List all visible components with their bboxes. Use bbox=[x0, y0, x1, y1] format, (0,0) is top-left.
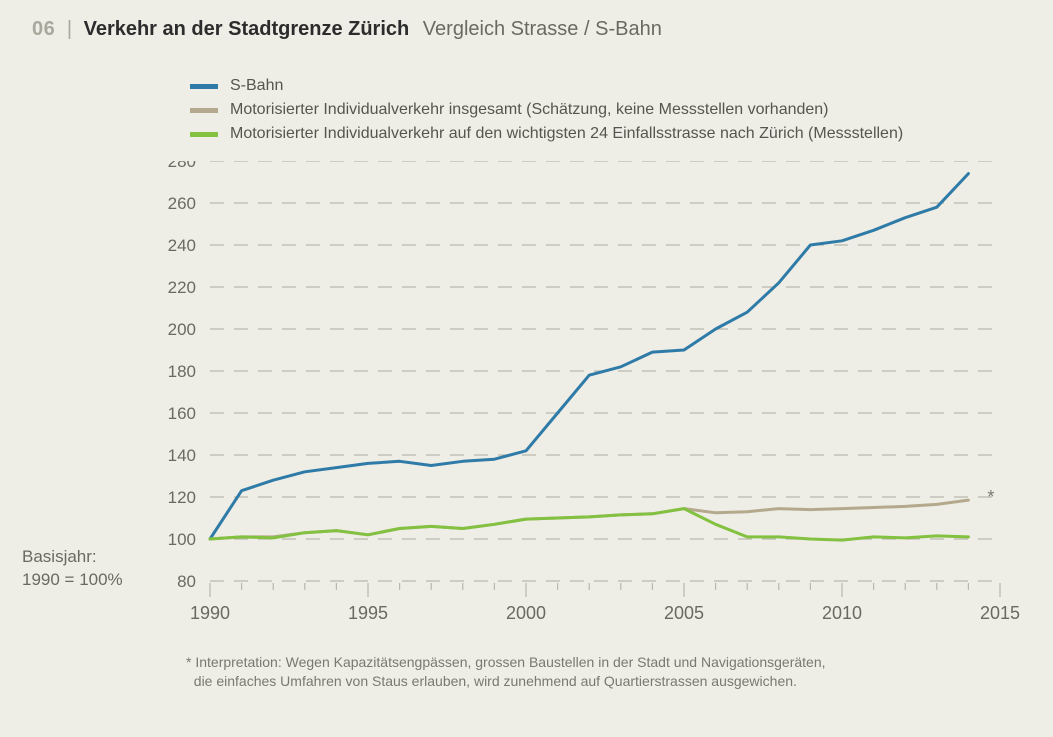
basis-line2: 1990 = 100% bbox=[22, 570, 123, 589]
footnote-line1: Interpretation: Wegen Kapazitätsengpässe… bbox=[195, 654, 825, 670]
legend-label: Motorisierter Individualverkehr insgesam… bbox=[230, 101, 829, 119]
y-tick-label: 140 bbox=[168, 446, 196, 465]
legend-label: S-Bahn bbox=[230, 77, 283, 95]
y-tick-label: 240 bbox=[168, 236, 196, 255]
y-tick-label: 180 bbox=[168, 362, 196, 381]
series-sbahn bbox=[210, 174, 968, 539]
asterisk-marker: * bbox=[987, 487, 994, 507]
y-tick-label: 120 bbox=[168, 488, 196, 507]
basis-year-label: Basisjahr: 1990 = 100% bbox=[22, 546, 123, 592]
x-tick-label: 1995 bbox=[348, 603, 388, 623]
series-miv_total bbox=[210, 500, 968, 539]
legend-swatch bbox=[190, 108, 218, 113]
y-tick-label: 100 bbox=[168, 530, 196, 549]
basis-line1: Basisjahr: bbox=[22, 547, 97, 566]
x-tick-label: 2000 bbox=[506, 603, 546, 623]
chart-area: Basisjahr: 1990 = 100% 80 100 120 140 160 180… bbox=[0, 161, 1053, 641]
chart-title: Verkehr an der Stadtgrenze Zürich bbox=[84, 18, 410, 40]
chart-header: 06 | Verkehr an der Stadtgrenze Zürich V… bbox=[0, 0, 1053, 41]
y-tick-label: 200 bbox=[168, 320, 196, 339]
footnote: * Interpretation: Wegen Kapazitätsengpäs… bbox=[186, 653, 1053, 691]
legend-item: S-Bahn bbox=[190, 77, 1053, 95]
x-tick-label: 2005 bbox=[664, 603, 704, 623]
y-tick-label: 80 bbox=[177, 572, 196, 591]
y-tick-label: 160 bbox=[168, 404, 196, 423]
y-tick-label: 280 bbox=[168, 161, 196, 171]
legend-item: Motorisierter Individualverkehr insgesam… bbox=[190, 101, 1053, 119]
y-tick-label: 260 bbox=[168, 194, 196, 213]
header-sep: | bbox=[67, 18, 72, 40]
x-tick-label: 2010 bbox=[822, 603, 862, 623]
footnote-line2: die einfaches Umfahren von Staus erlaube… bbox=[194, 673, 797, 689]
x-tick-label: 1990 bbox=[190, 603, 230, 623]
legend-swatch bbox=[190, 132, 218, 137]
x-tick-label: 2015 bbox=[980, 603, 1020, 623]
series-miv_24 bbox=[210, 509, 968, 540]
footnote-marker: * bbox=[186, 654, 191, 670]
legend: S-Bahn Motorisierter Individualverkehr in… bbox=[190, 77, 1053, 143]
chart-subtitle: Vergleich Strasse / S-Bahn bbox=[423, 18, 662, 40]
y-tick-label: 220 bbox=[168, 278, 196, 297]
line-chart-svg: 80 100 120 140 160 180 200 220 240 260 280 1990 1995… bbox=[0, 161, 1053, 641]
legend-swatch bbox=[190, 84, 218, 89]
legend-label: Motorisierter Individualverkehr auf den … bbox=[230, 125, 903, 143]
legend-item: Motorisierter Individualverkehr auf den … bbox=[190, 125, 1053, 143]
chart-number: 06 bbox=[32, 18, 55, 40]
